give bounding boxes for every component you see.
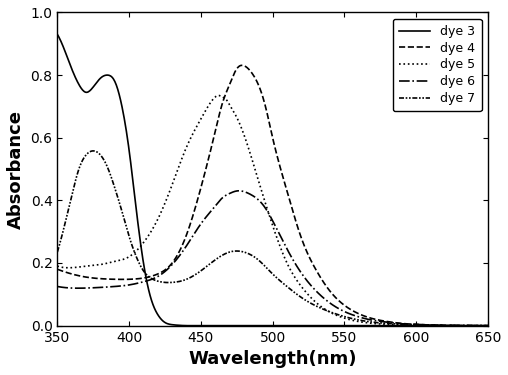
dye 6 — [309, 284, 315, 289]
dye 3 — [250, 323, 256, 328]
dye 7 — [90, 148, 97, 153]
dye 4 — [250, 72, 256, 76]
dye 6 — [485, 323, 491, 328]
dye 7 — [342, 315, 348, 319]
Line: dye 4: dye 4 — [57, 65, 488, 326]
dye 6 — [342, 310, 348, 314]
dye 6 — [54, 284, 60, 289]
dye 5 — [442, 323, 449, 328]
dye 7 — [309, 302, 315, 306]
dye 5 — [379, 322, 385, 326]
Line: dye 6: dye 6 — [57, 191, 488, 326]
dye 5 — [250, 160, 256, 164]
Line: dye 5: dye 5 — [57, 95, 488, 326]
dye 5 — [342, 316, 348, 321]
X-axis label: Wavelength(nm): Wavelength(nm) — [188, 350, 357, 368]
Y-axis label: Absorbance: Absorbance — [7, 110, 25, 228]
dye 7 — [250, 254, 256, 258]
Line: dye 7: dye 7 — [57, 151, 488, 326]
dye 4 — [165, 265, 171, 270]
dye 5 — [309, 296, 315, 301]
dye 3 — [379, 323, 385, 328]
dye 5 — [215, 93, 221, 98]
dye 4 — [309, 260, 315, 264]
dye 7 — [131, 249, 137, 254]
dye 4 — [54, 267, 60, 272]
dye 7 — [54, 250, 60, 254]
dye 3 — [485, 323, 491, 328]
dye 4 — [379, 318, 385, 323]
dye 7 — [471, 323, 477, 328]
dye 4 — [457, 323, 463, 328]
dye 6 — [236, 189, 242, 193]
dye 7 — [379, 321, 385, 326]
dye 4 — [485, 323, 491, 328]
dye 3 — [54, 32, 60, 37]
dye 6 — [131, 282, 137, 286]
dye 3 — [342, 323, 348, 328]
dye 4 — [239, 63, 245, 68]
dye 6 — [379, 320, 385, 324]
dye 5 — [165, 193, 171, 198]
dye 4 — [342, 304, 348, 308]
dye 7 — [166, 280, 172, 285]
Line: dye 3: dye 3 — [57, 34, 488, 326]
Legend: dye 3, dye 4, dye 5, dye 6, dye 7: dye 3, dye 4, dye 5, dye 6, dye 7 — [393, 19, 482, 111]
dye 4 — [131, 277, 137, 281]
dye 3 — [309, 323, 315, 328]
dye 7 — [485, 323, 491, 328]
dye 3 — [184, 323, 190, 328]
dye 5 — [131, 251, 137, 256]
dye 5 — [485, 323, 491, 328]
dye 6 — [250, 194, 256, 198]
dye 5 — [54, 264, 60, 268]
dye 3 — [165, 322, 171, 326]
dye 3 — [131, 184, 137, 189]
dye 6 — [471, 323, 477, 328]
dye 6 — [165, 267, 171, 271]
